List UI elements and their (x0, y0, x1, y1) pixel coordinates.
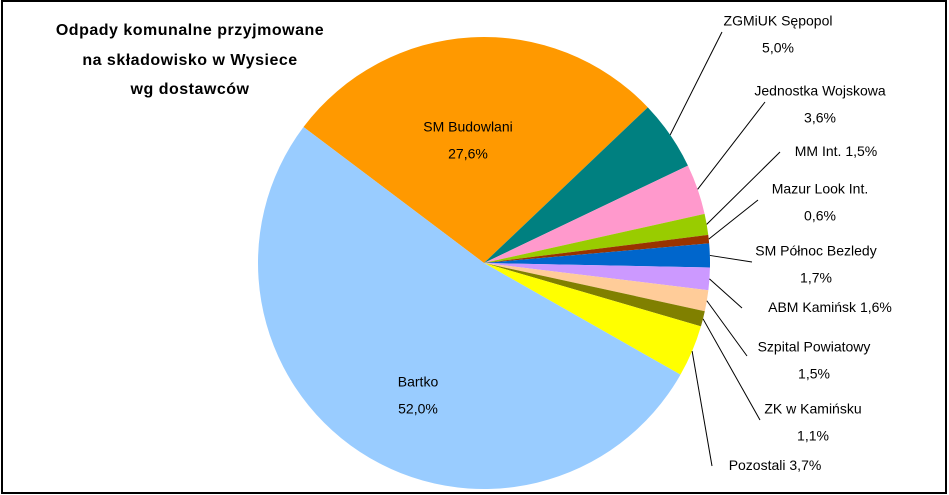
slice-label: SM Budowlani (423, 119, 513, 135)
slice-value-label: 1,6% (860, 299, 892, 315)
slice-value-label: 1,1% (797, 428, 829, 444)
pie-slice (484, 263, 705, 327)
leader-line (702, 318, 761, 421)
leader-line (706, 151, 781, 225)
pie-slice (484, 243, 710, 268)
chart-title: wg dostawców (130, 81, 250, 98)
pie-slice (484, 234, 710, 263)
slice-label: MM Int. 1,5% (795, 143, 877, 159)
slice-category: Pozostali (729, 457, 786, 473)
pie-slice (303, 37, 648, 263)
chart-title: na składowisko w Wysiece (82, 52, 297, 69)
slice-label: Jednostka Wojskowa (754, 83, 885, 99)
slice-label: Pozostali 3,7% (729, 457, 822, 473)
slice-category: MM Int. (795, 143, 842, 159)
slice-label: ABM Kamińsk 1,6% (768, 299, 892, 315)
slice-category: ABM Kamińsk (768, 299, 857, 315)
slice-value-label: 3,7% (789, 457, 821, 473)
leader-line (669, 31, 723, 136)
slice-label: Mazur Look Int. (772, 181, 869, 197)
slice-value-label: 0,6% (804, 208, 836, 224)
slice-value-label: 27,6% (448, 146, 488, 162)
pie-slice (484, 213, 709, 263)
pie-slice (484, 165, 705, 263)
pie-slice (484, 263, 701, 375)
leader-line (706, 300, 748, 357)
slice-label: SM Północ Bezledy (755, 243, 876, 259)
chart-title: Odpady komunalne przyjmowane (56, 22, 324, 39)
leader-line (697, 101, 766, 190)
slice-value-label: 52,0% (398, 401, 438, 417)
pie-slice (484, 107, 688, 263)
slice-value-label: 1,7% (800, 270, 832, 286)
leader-line (691, 351, 713, 467)
slice-value-label: 5,0% (762, 40, 794, 56)
slice-label: Szpital Powiatowy (758, 339, 871, 355)
pie-slice (484, 263, 709, 312)
leader-line (709, 254, 753, 263)
slice-value-label: 1,5% (845, 143, 877, 159)
slice-label: ZK w Kamińsku (764, 401, 861, 417)
pie-slice (257, 126, 681, 490)
leader-line (709, 278, 743, 309)
slice-label: Bartko (398, 374, 439, 390)
slice-label: ZGMiUK Sępopol (724, 13, 833, 29)
slice-value-label: 3,6% (804, 110, 836, 126)
slice-value-label: 1,5% (798, 366, 830, 382)
leader-line (708, 199, 759, 240)
pie-slice (484, 263, 710, 291)
